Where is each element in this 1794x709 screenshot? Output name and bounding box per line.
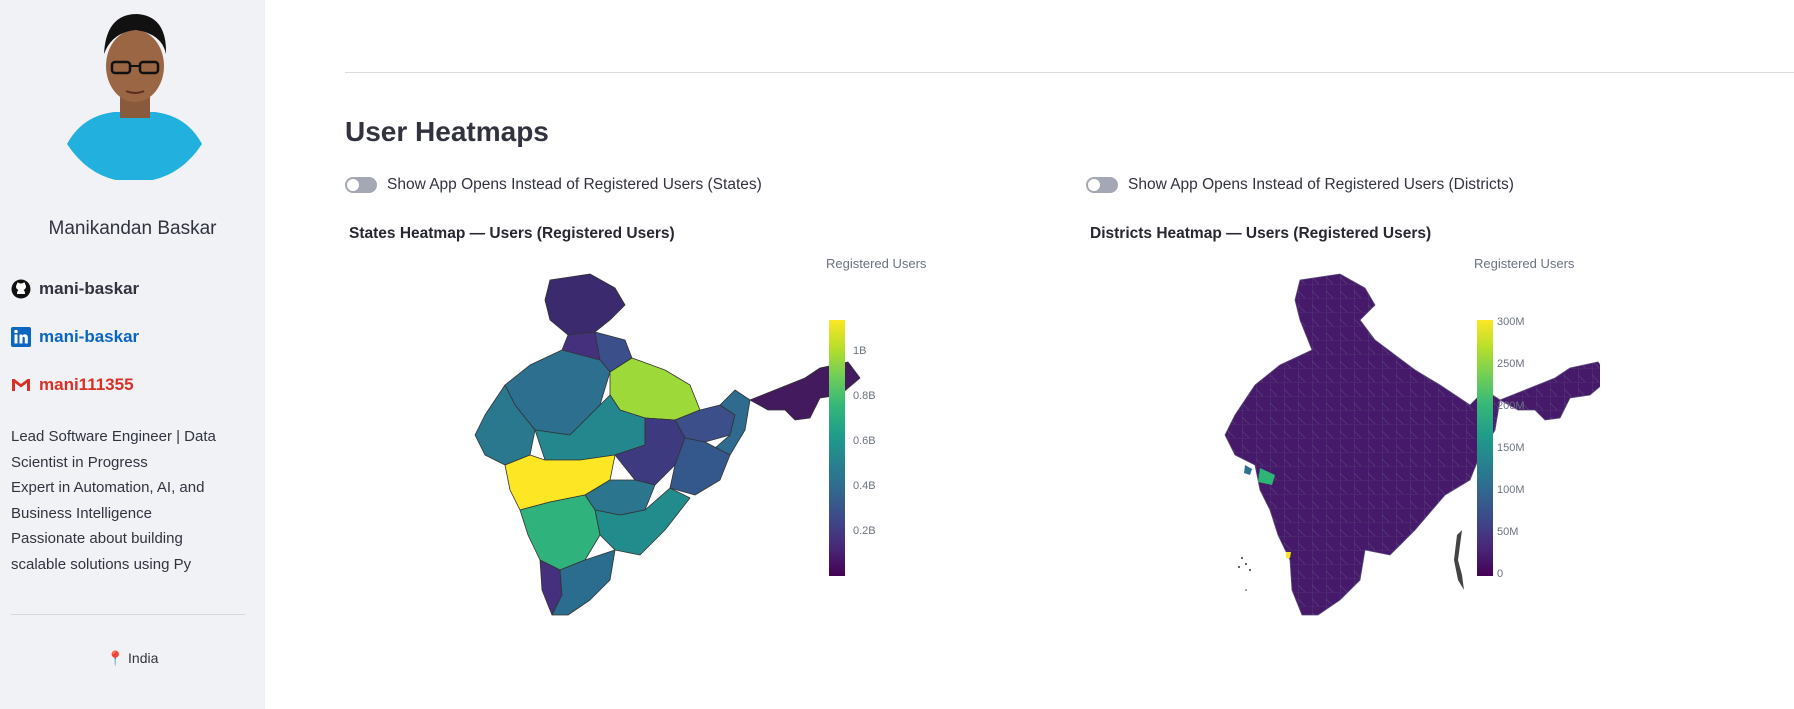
bio: Lead Software Engineer | Data Scientist … xyxy=(11,424,231,577)
map-district-highlight-bengaluru xyxy=(1258,468,1275,485)
main-content: User Heatmaps Show App Opens Instead of … xyxy=(265,0,1794,709)
email-username: mani111355 xyxy=(39,375,134,394)
github-icon xyxy=(11,279,31,299)
map-region-up xyxy=(609,357,701,421)
colorbar-tick: 0 xyxy=(1497,568,1504,580)
colorbar-tick: 0.6B xyxy=(853,435,876,447)
colorbar-districts xyxy=(1477,320,1493,576)
colorbar-title-states: Registered Users xyxy=(826,256,927,271)
colorbar-tick: 1B xyxy=(853,345,867,357)
email-link[interactable]: mani111355 xyxy=(11,373,134,397)
colorbar-states xyxy=(829,320,845,576)
map-district-highlight-yellow xyxy=(1286,552,1291,558)
colorbar-tick: 150M xyxy=(1497,442,1525,454)
gmail-icon xyxy=(12,379,30,391)
toggle-switch[interactable] xyxy=(345,177,377,193)
colorbar-tick: 300M xyxy=(1497,316,1525,328)
map-region-odisha xyxy=(669,437,731,496)
sidebar-divider xyxy=(11,614,245,615)
chart-title-districts: Districts Heatmap — Users (Registered Us… xyxy=(1090,225,1432,242)
location: 📍 India xyxy=(0,650,265,667)
page-title: User Heatmaps xyxy=(345,116,549,147)
github-link[interactable]: mani-baskar xyxy=(11,277,139,301)
districts-heatmap-map[interactable] xyxy=(1200,270,1600,640)
colorbar-tick: 0.2B xyxy=(853,525,876,537)
linkedin-icon xyxy=(11,327,31,347)
chart-title-states: States Heatmap — Users (Registered Users… xyxy=(349,225,675,242)
island-dots xyxy=(1238,530,1464,591)
toggle-switch[interactable] xyxy=(1086,177,1118,193)
toggle-label: Show App Opens Instead of Registered Use… xyxy=(387,176,762,193)
avatar xyxy=(62,4,207,180)
pin-icon: 📍 xyxy=(106,650,125,666)
map-region-andhra xyxy=(594,487,691,556)
bio-line: Expert in Automation, AI, and Business I… xyxy=(11,479,205,522)
map-region-jk xyxy=(544,273,626,336)
colorbar-tick: 0.4B xyxy=(853,480,876,492)
map-district-highlight xyxy=(1244,465,1252,475)
colorbar-tick: 200M xyxy=(1497,400,1525,412)
profile-name: Manikandan Baskar xyxy=(48,218,217,239)
colorbar-tick: 50M xyxy=(1497,526,1519,538)
sidebar: Manikandan Baskar mani-baskar mani-baska… xyxy=(0,0,265,709)
toggle-app-opens-states[interactable]: Show App Opens Instead of Registered Use… xyxy=(345,176,762,194)
bio-line: Passionate about building scalable solut… xyxy=(11,530,192,573)
bio-line: Lead Software Engineer | Data Scientist … xyxy=(11,428,216,471)
states-heatmap-map[interactable] xyxy=(450,270,870,640)
colorbar-title-districts: Registered Users xyxy=(1474,256,1575,271)
toggle-label: Show App Opens Instead of Registered Use… xyxy=(1128,176,1514,193)
colorbar-tick: 250M xyxy=(1497,358,1525,370)
colorbar-tick: 100M xyxy=(1497,484,1525,496)
map-region-karnataka xyxy=(519,494,601,571)
colorbar-tick: 0.8B xyxy=(853,390,876,402)
toggle-app-opens-districts[interactable]: Show App Opens Instead of Registered Use… xyxy=(1086,176,1514,194)
map-outline-india xyxy=(1224,273,1600,616)
map-region-tamilnadu xyxy=(551,549,616,616)
github-username: mani-baskar xyxy=(39,279,140,298)
linkedin-username: mani-baskar xyxy=(39,327,140,346)
linkedin-link[interactable]: mani-baskar xyxy=(11,325,139,349)
divider xyxy=(345,72,1794,73)
location-text: India xyxy=(128,650,159,666)
